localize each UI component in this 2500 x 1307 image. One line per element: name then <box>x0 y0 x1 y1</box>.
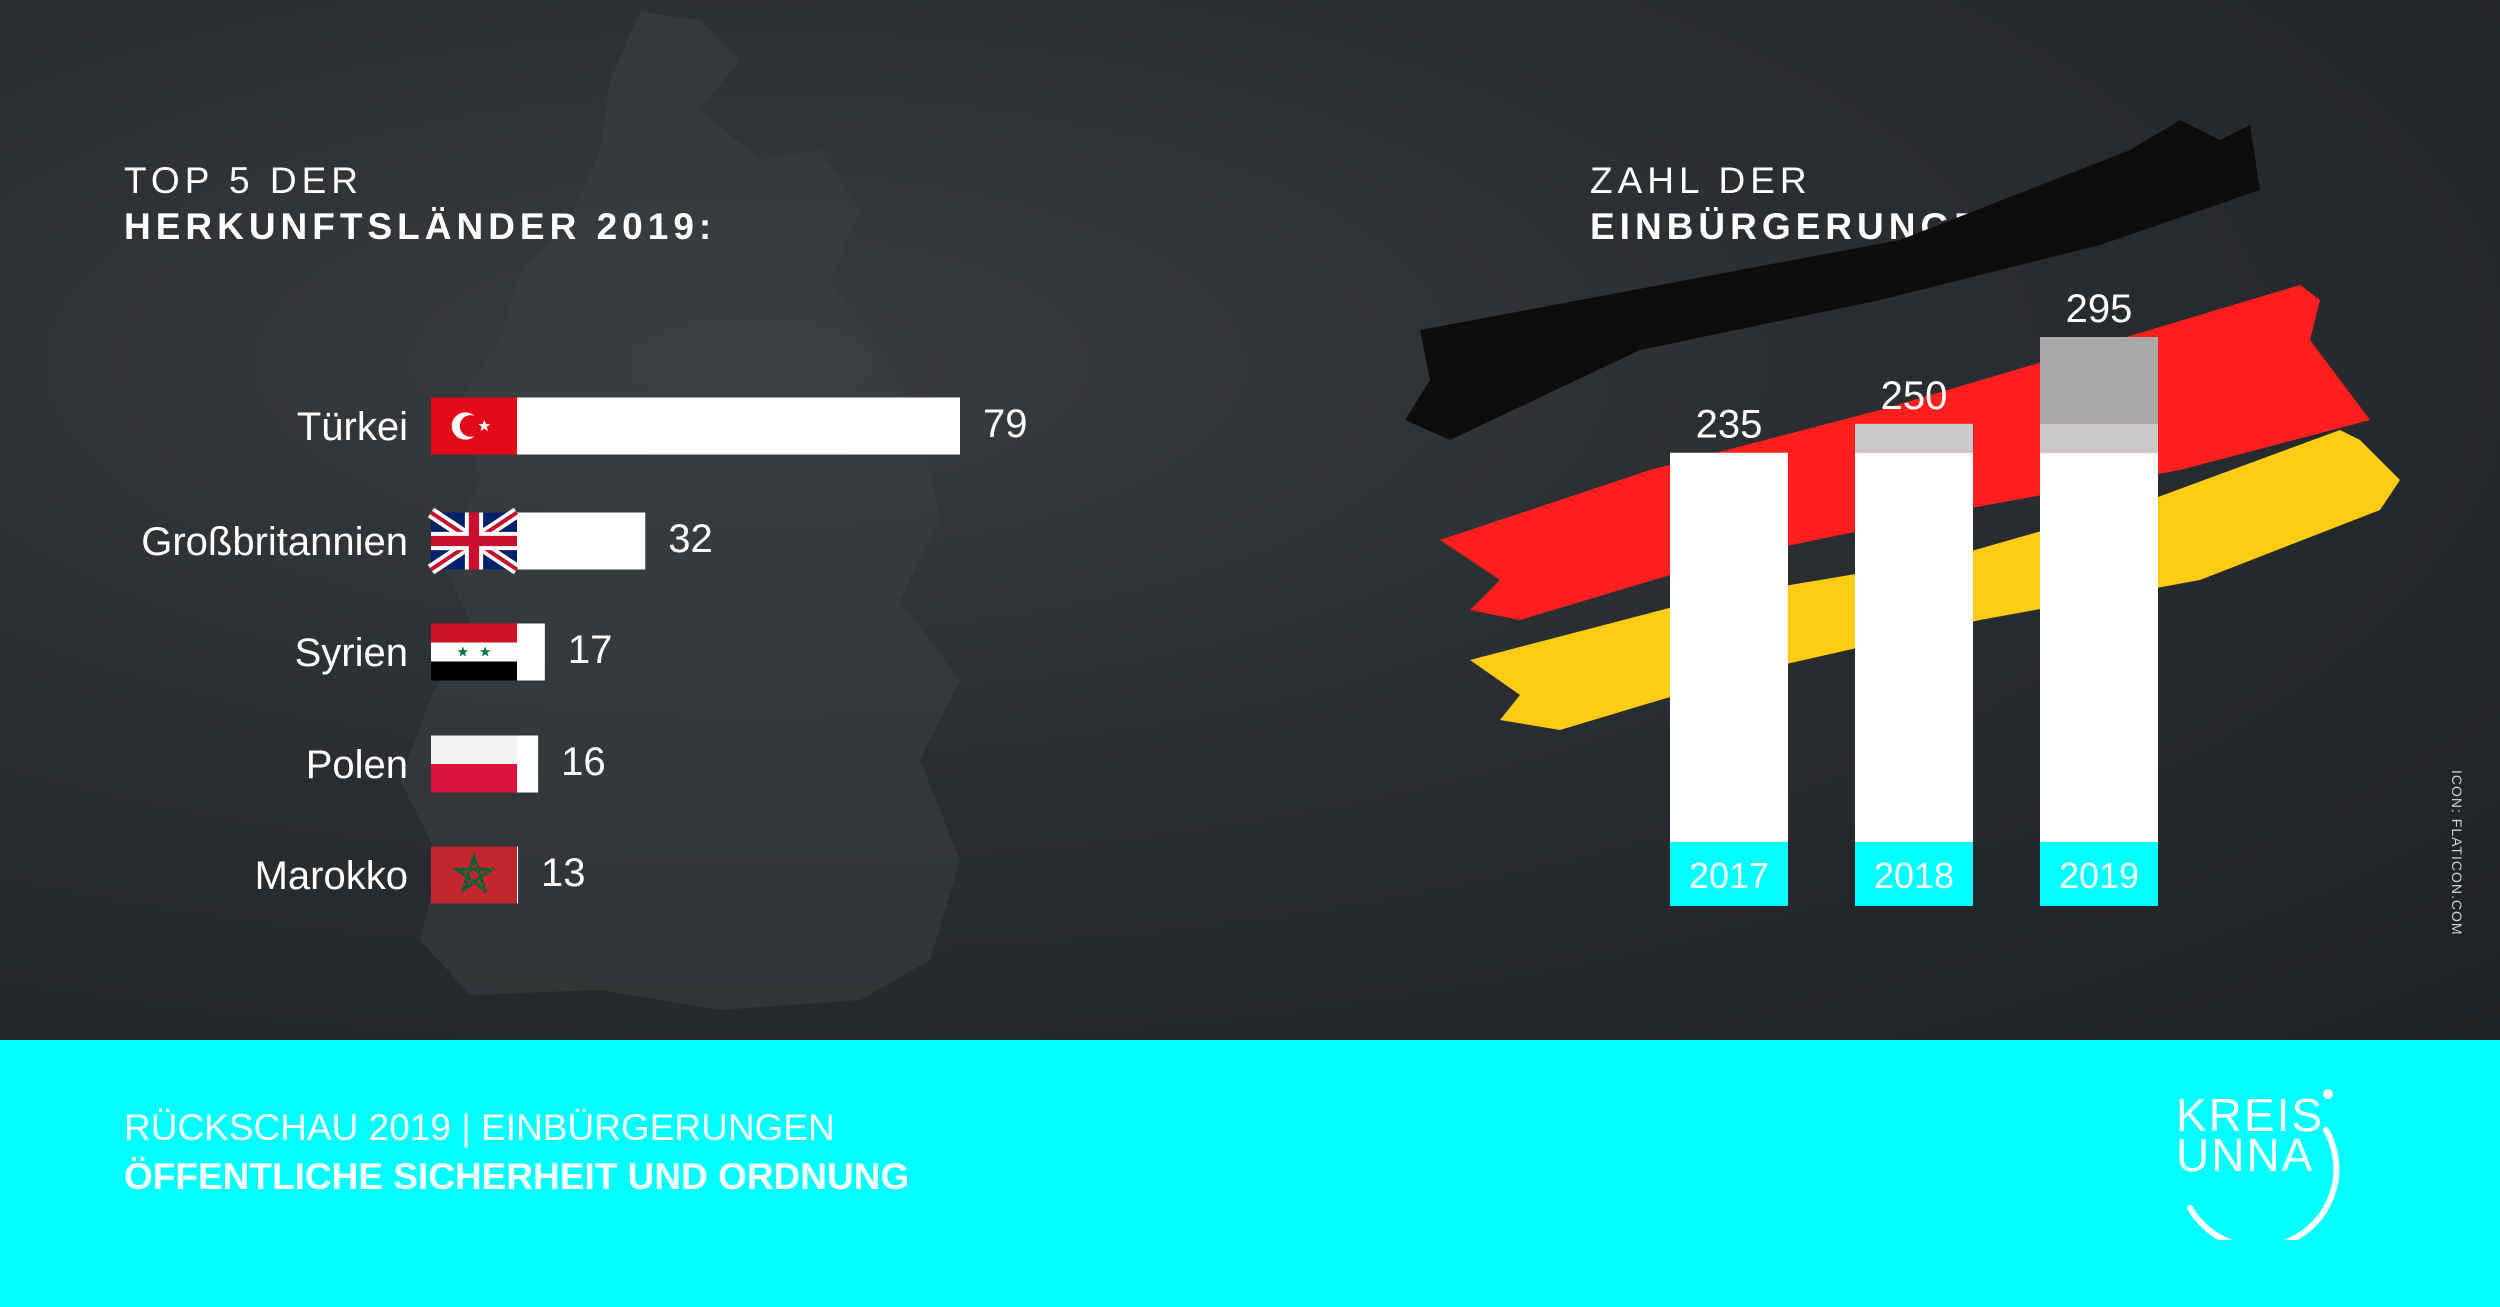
column-top-segment-2 <box>2040 337 2158 424</box>
kreis-unna-logo: KREIS UNNA <box>2168 1080 2353 1240</box>
year-label-1: 2018 <box>1874 855 1954 896</box>
column-value-1: 250 <box>1881 374 1948 418</box>
morocco-flag-icon <box>431 846 517 904</box>
value-label-0: 79 <box>983 402 1028 446</box>
column-value-0: 235 <box>1696 403 1763 447</box>
footer-subtitle: RÜCKSCHAU 2019 | EINBÜRGERUNGEN <box>124 1107 835 1148</box>
turkey-flag-icon <box>431 397 517 455</box>
germany-map-silhouette <box>400 12 960 1010</box>
syria-flag-icon <box>431 623 517 681</box>
flag-stripe-black <box>1405 120 2260 440</box>
footer-department: ÖFFENTLICHE SICHERHEIT UND ORDNUNG <box>124 1156 910 1197</box>
category-label-0: Türkei <box>297 405 408 449</box>
year-band-2 <box>2040 842 2158 906</box>
column-mid-segment-1 <box>1855 423 1973 453</box>
year-label-0: 2017 <box>1689 855 1769 896</box>
value-label-3: 16 <box>561 740 606 784</box>
value-label-1: 32 <box>668 517 713 561</box>
uk-flag-icon <box>427 507 521 575</box>
countries-bar-chart: Türkei 79 Großbritannien 32 Syrien 17 Polen 16 M… <box>141 397 1028 904</box>
logo-text-unna: UNNA <box>2176 1129 2315 1181</box>
category-label-1: Großbritannien <box>141 520 408 564</box>
year-band-1 <box>1855 842 1973 906</box>
logo-text-kreis: KREIS <box>2176 1089 2325 1141</box>
footer-band <box>0 1040 2500 1307</box>
year-band-0 <box>1670 842 1788 906</box>
poland-flag-icon <box>431 735 517 793</box>
right-heading-line1: ZAHL DER <box>1590 160 1812 201</box>
logo-ring-icon <box>2187 1089 2340 1240</box>
bar-0 <box>431 397 960 455</box>
category-label-2: Syrien <box>295 631 408 675</box>
icon-credit: ICON: FLATICON.COM <box>2447 770 2471 936</box>
naturalizations-column-chart: 2017 235 2018 250 2019 295 <box>1670 287 2158 906</box>
year-label-2: 2019 <box>2059 855 2139 896</box>
left-heading-line1: TOP 5 DER <box>124 160 363 201</box>
column-mid-segment-2 <box>2040 423 2158 453</box>
left-heading-line2: HERKUNFTSLÄNDER 2019: <box>124 206 717 247</box>
column-value-2: 295 <box>2066 287 2133 331</box>
category-label-4: Marokko <box>255 854 408 898</box>
left-chart-heading: TOP 5 DER HERKUNFTSLÄNDER 2019: <box>124 158 716 250</box>
value-label-4: 13 <box>541 851 586 895</box>
icon-credit-text: ICON: FLATICON.COM <box>2449 770 2465 936</box>
category-label-3: Polen <box>306 743 408 787</box>
column-0 <box>1670 452 1788 842</box>
column-2 <box>2040 452 2158 842</box>
column-1 <box>1855 452 1973 842</box>
value-label-2: 17 <box>568 628 613 672</box>
